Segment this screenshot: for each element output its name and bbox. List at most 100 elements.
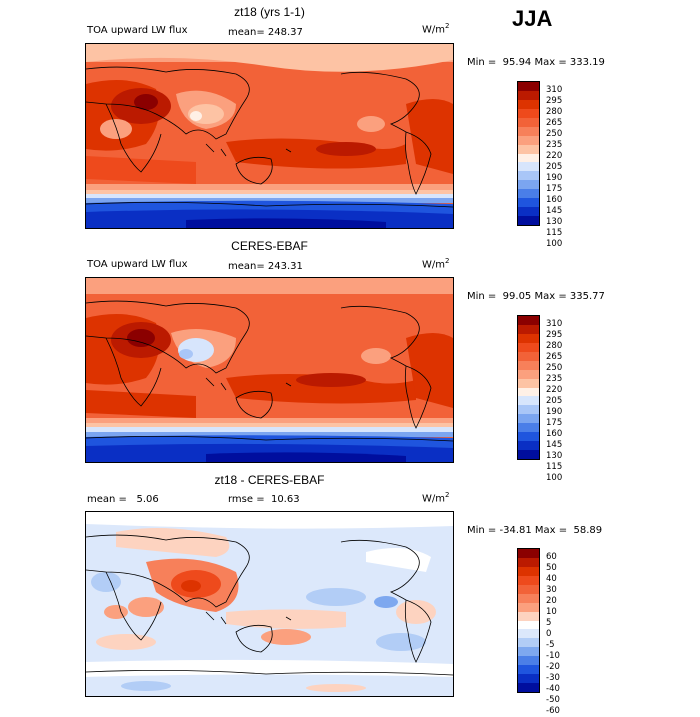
- colorbar-swatch: [518, 656, 539, 666]
- panel-3-mean-label: mean = 5.06: [87, 494, 159, 505]
- panel-2-colorbar-labels: 310 295 280 265 250 235 220 205 190 175 160 145 130 1…: [546, 319, 562, 484]
- colorbar-tick-label: 295: [546, 330, 563, 340]
- colorbar-tick-label: -30: [546, 673, 560, 683]
- colorbar-tick-label: 20: [546, 596, 557, 606]
- panel-2-units: W/m2: [422, 257, 450, 271]
- colorbar-swatch: [518, 333, 539, 343]
- colorbar-tick-label: 250: [546, 363, 563, 373]
- colorbar-tick-label: -50: [546, 695, 560, 705]
- colorbar-tick-label: -5: [546, 640, 555, 650]
- colorbar-swatch: [518, 316, 539, 325]
- colorbar-tick-label: 310: [546, 319, 563, 329]
- panel-3-map-canvas: [86, 512, 453, 696]
- colorbar-tick-label: 100: [546, 473, 563, 483]
- colorbar-swatch: [518, 620, 539, 630]
- colorbar-tick-label: 5: [546, 618, 552, 628]
- colorbar-tick-label: 310: [546, 85, 563, 95]
- panel-3-map: [85, 511, 454, 697]
- colorbar-tick-label: 235: [546, 374, 563, 384]
- colorbar-tick-label: 145: [546, 440, 563, 450]
- panel-1-units: W/m2: [422, 22, 450, 36]
- colorbar-tick-label: 205: [546, 396, 563, 406]
- panel-1-minmax: Min = 95.94 Max = 333.19: [467, 57, 605, 68]
- colorbar-swatch: [518, 423, 539, 433]
- colorbar-tick-label: 250: [546, 129, 563, 139]
- colorbar-tick-label: 60: [546, 552, 557, 562]
- colorbar-swatch: [518, 126, 539, 136]
- colorbar-swatch: [518, 387, 539, 397]
- colorbar-swatch: [518, 189, 539, 199]
- colorbar-swatch: [518, 108, 539, 118]
- colorbar-tick-label: 280: [546, 341, 563, 351]
- panel-2-minmax: Min = 99.05 Max = 335.77: [467, 291, 605, 302]
- panel-1-mean-label: mean= 248.37: [228, 27, 303, 38]
- colorbar-swatch: [518, 450, 539, 459]
- colorbar-swatch: [518, 369, 539, 379]
- colorbar-tick-label: 235: [546, 140, 563, 150]
- panel-2-variable-label: TOA upward LW flux: [87, 259, 188, 270]
- colorbar-swatch: [518, 153, 539, 163]
- colorbar-tick-label: -20: [546, 662, 560, 672]
- colorbar-swatch: [518, 324, 539, 334]
- colorbar-tick-label: 205: [546, 162, 563, 172]
- colorbar-swatch: [518, 198, 539, 208]
- colorbar-tick-label: 40: [546, 574, 557, 584]
- colorbar-tick-label: -10: [546, 651, 560, 661]
- panel-1-colorbar-labels: 310 295 280 265 250 235 220 205 190 175 160 145 130 1…: [546, 85, 562, 250]
- colorbar-tick-label: 10: [546, 607, 557, 617]
- colorbar-swatch: [518, 414, 539, 424]
- colorbar-tick-label: 265: [546, 118, 563, 128]
- colorbar-swatch: [518, 216, 539, 225]
- colorbar-swatch: [518, 638, 539, 648]
- colorbar-tick-label: 190: [546, 173, 563, 183]
- colorbar-swatch: [518, 82, 539, 91]
- colorbar-swatch: [518, 432, 539, 442]
- panel-1-title: zt18 (yrs 1-1): [234, 5, 305, 19]
- colorbar-swatch: [518, 99, 539, 109]
- panel-2-title: CERES-EBAF: [231, 239, 308, 253]
- colorbar-swatch: [518, 117, 539, 127]
- colorbar-tick-label: 115: [546, 462, 563, 472]
- panel-1-map-canvas: [86, 44, 453, 228]
- colorbar-swatch: [518, 171, 539, 181]
- season-label: JJA: [512, 6, 553, 31]
- panel-2-colorbar: [517, 315, 540, 460]
- colorbar-swatch: [518, 683, 539, 692]
- colorbar-tick-label: -60: [546, 706, 560, 716]
- panel-3-units: W/m2: [422, 491, 450, 505]
- colorbar-swatch: [518, 207, 539, 217]
- colorbar-tick-label: 145: [546, 206, 563, 216]
- colorbar-tick-label: 175: [546, 184, 563, 194]
- colorbar-swatch: [518, 360, 539, 370]
- colorbar-swatch: [518, 135, 539, 145]
- panel-3-title: zt18 - CERES-EBAF: [214, 473, 325, 487]
- panel-1-colorbar: [517, 81, 540, 226]
- colorbar-swatch: [518, 665, 539, 675]
- colorbar-tick-label: 175: [546, 418, 563, 428]
- panel-3-colorbar-labels: 60 50 40 30 20 10 5 0 -5 -10 -20 -30 -40 -50 -60: [546, 552, 560, 717]
- colorbar-tick-label: 160: [546, 195, 563, 205]
- colorbar-swatch: [518, 549, 539, 558]
- panel-2-map-canvas: [86, 278, 453, 462]
- colorbar-tick-label: 50: [546, 563, 557, 573]
- panel-3-minmax: Min = -34.81 Max = 58.89: [467, 525, 603, 536]
- colorbar-swatch: [518, 647, 539, 657]
- panel-3-colorbar: [517, 548, 540, 693]
- panel-1-map: [85, 43, 454, 229]
- colorbar-swatch: [518, 557, 539, 567]
- colorbar-tick-label: 0: [546, 629, 552, 639]
- colorbar-tick-label: 100: [546, 239, 563, 249]
- colorbar-tick-label: 130: [546, 217, 563, 227]
- panel-3-rmse-label: rmse = 10.63: [228, 494, 300, 505]
- panel-2-map: [85, 277, 454, 463]
- colorbar-tick-label: 295: [546, 96, 563, 106]
- colorbar-swatch: [518, 584, 539, 594]
- panel-2-mean-label: mean= 243.31: [228, 261, 303, 272]
- colorbar-tick-label: 30: [546, 585, 557, 595]
- colorbar-swatch: [518, 351, 539, 361]
- colorbar-swatch: [518, 378, 539, 388]
- colorbar-swatch: [518, 611, 539, 621]
- colorbar-swatch: [518, 144, 539, 154]
- colorbar-tick-label: 130: [546, 451, 563, 461]
- colorbar-tick-label: 280: [546, 107, 563, 117]
